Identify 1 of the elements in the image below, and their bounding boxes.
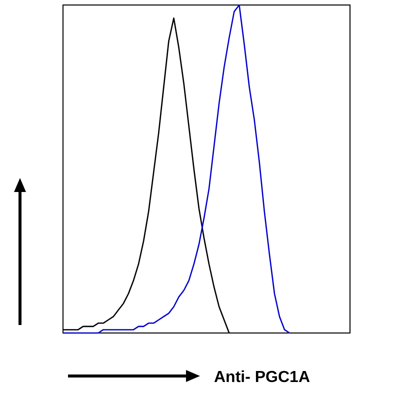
x-axis-title: Anti- PGC1A: [214, 369, 310, 386]
